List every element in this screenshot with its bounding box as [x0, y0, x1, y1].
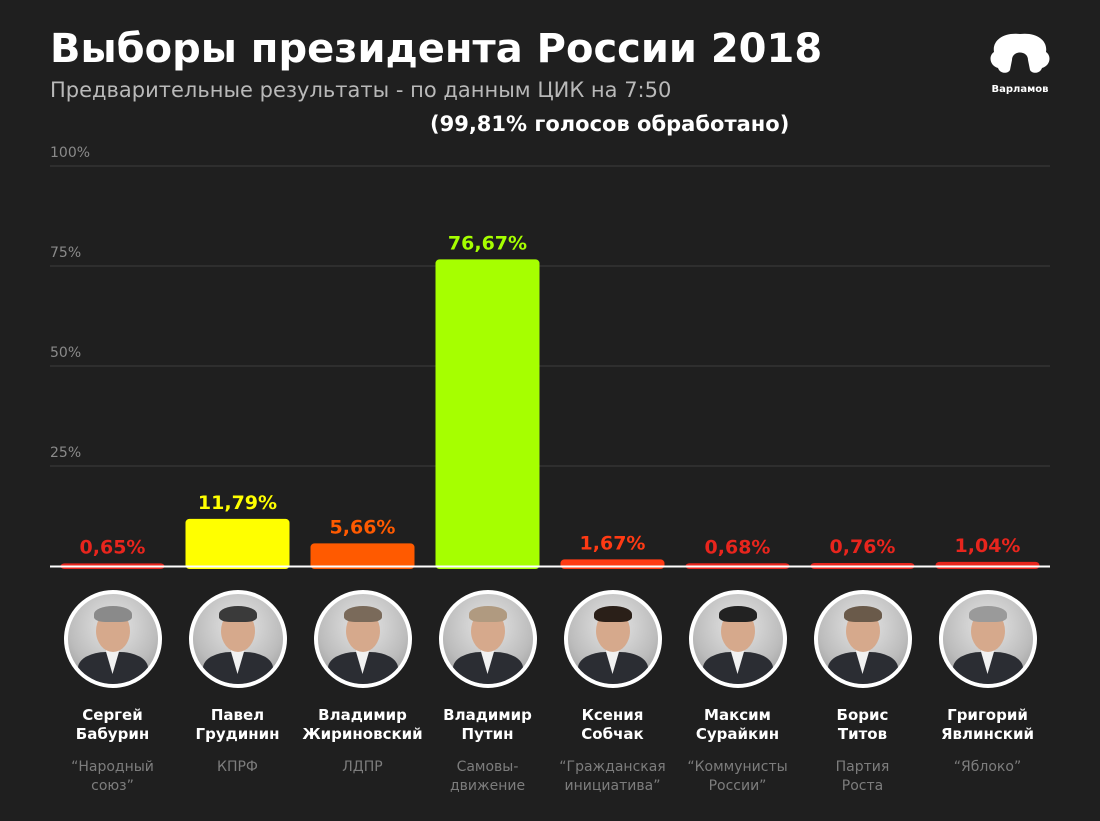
candidate-photo — [563, 590, 662, 688]
logo-label: Варламов — [991, 84, 1049, 95]
candidate-last-name: Титов — [837, 725, 888, 743]
candidate-last-name: Путин — [461, 725, 514, 743]
candidate-first-name: Ксения — [581, 706, 644, 724]
candidate-name: Владимир Жириновский — [301, 706, 425, 744]
processed-note: (99,81% голосов обработано) — [430, 112, 790, 136]
candidate-last-name: Сурайкин — [695, 725, 780, 743]
chart-subtitle: Предварительные результаты - по данным Ц… — [50, 78, 672, 102]
avatar-hair — [718, 606, 757, 622]
candidate-first-name: Владимир — [443, 706, 532, 724]
candidate-party: ЛДПР — [301, 758, 425, 777]
chart-title: Выборы президента России 2018 — [50, 26, 823, 72]
value-label: 0,76% — [830, 536, 896, 558]
candidate-first-name: Борис — [836, 706, 889, 724]
party-line-1: Самовы- — [456, 759, 519, 775]
avatar-hair — [93, 606, 132, 622]
party-line-1: Партия — [835, 759, 890, 775]
avatar-hair — [343, 606, 382, 622]
afro-logo-icon — [990, 33, 1050, 73]
party-line-1: “Коммунисты — [687, 759, 788, 775]
candidate-card: Ксения Собчак “Гражданская инициатива” — [551, 590, 675, 796]
bar-chart: 100% 75% 50% 25% 0,65% 11,79% 5,66% 76,67% 1,67… — [50, 145, 1050, 569]
candidate-name: Борис Титов — [801, 706, 925, 744]
avatar-hair — [468, 606, 507, 622]
avatar-hair — [593, 606, 632, 622]
candidate-card: Владимир Жириновский ЛДПР — [301, 590, 425, 777]
candidate-card: Григорий Явлинский “Яблоко” — [926, 590, 1050, 777]
candidate-photo — [938, 590, 1037, 688]
candidate-party: “Народный союз” — [51, 758, 175, 796]
candidate-name: Григорий Явлинский — [926, 706, 1050, 744]
candidate-party: “Гражданская инициатива” — [551, 758, 675, 796]
bar — [185, 518, 290, 569]
party-line-2: Роста — [841, 778, 884, 794]
party-line-1: “Гражданская — [559, 759, 666, 775]
y-tick-label: 75% — [50, 245, 81, 261]
bar — [310, 543, 415, 569]
candidate-first-name: Сергей — [82, 706, 143, 724]
y-tick-label: 100% — [50, 145, 90, 161]
avatar-hair — [843, 606, 882, 622]
value-label: 0,68% — [705, 536, 771, 558]
candidate-last-name: Собчак — [581, 725, 644, 743]
candidate-name: Ксения Собчак — [551, 706, 675, 744]
candidate-card: Владимир Путин Самовы-движение — [426, 590, 550, 796]
value-label: 1,04% — [955, 535, 1021, 557]
party-line-1: “Яблоко” — [953, 759, 1022, 775]
candidate-first-name: Максим — [704, 706, 771, 724]
party-line-2: инициатива” — [564, 778, 661, 794]
candidate-photo — [438, 590, 537, 688]
varlamov-logo: Варламов — [982, 30, 1058, 100]
bar — [435, 259, 540, 569]
candidate-name: Павел Грудинин — [176, 706, 300, 744]
party-line-1: “Народный — [71, 759, 154, 775]
bar — [560, 559, 665, 569]
candidate-last-name: Бабурин — [75, 725, 150, 743]
avatar-hair — [968, 606, 1007, 622]
candidate-photo — [688, 590, 787, 688]
value-label: 5,66% — [330, 516, 396, 538]
candidate-last-name: Жириновский — [302, 725, 423, 743]
candidate-photo — [813, 590, 912, 688]
value-label: 76,67% — [448, 232, 527, 254]
candidate-party: “Коммунисты России” — [676, 758, 800, 796]
candidate-name: Владимир Путин — [426, 706, 550, 744]
candidate-name: Максим Сурайкин — [676, 706, 800, 744]
candidate-card: Борис Титов Партия Роста — [801, 590, 925, 796]
candidate-party: Самовы-движение — [426, 758, 550, 796]
value-label: 1,67% — [580, 532, 646, 554]
party-line-1: ЛДПР — [342, 759, 383, 775]
bar — [935, 561, 1040, 569]
candidate-first-name: Григорий — [947, 706, 1028, 724]
party-line-2: России” — [708, 778, 767, 794]
candidate-card: Сергей Бабурин “Народный союз” — [51, 590, 175, 796]
candidate-last-name: Грудинин — [195, 725, 280, 743]
value-label: 0,65% — [80, 536, 146, 558]
candidate-photo — [188, 590, 287, 688]
candidate-party: “Яблоко” — [926, 758, 1050, 777]
bars — [60, 259, 1040, 569]
y-tick-label: 50% — [50, 345, 81, 361]
party-line-2: движение — [449, 778, 526, 794]
candidate-name: Сергей Бабурин — [51, 706, 175, 744]
party-line-1: КПРФ — [217, 759, 258, 775]
y-tick-label: 25% — [50, 445, 81, 461]
candidate-card: Максим Сурайкин “Коммунисты России” — [676, 590, 800, 796]
candidate-photo — [313, 590, 412, 688]
candidate-party: КПРФ — [176, 758, 300, 777]
candidate-last-name: Явлинский — [941, 725, 1034, 743]
candidate-card: Павел Грудинин КПРФ — [176, 590, 300, 777]
candidate-first-name: Владимир — [318, 706, 407, 724]
avatar-hair — [218, 606, 257, 622]
candidate-photo — [63, 590, 162, 688]
gridlines: 100% 75% 50% 25% — [50, 145, 1050, 467]
party-line-2: союз” — [91, 778, 134, 794]
candidate-first-name: Павел — [210, 706, 265, 724]
value-label: 11,79% — [198, 492, 277, 514]
candidate-party: Партия Роста — [801, 758, 925, 796]
value-labels: 0,65% 11,79% 5,66% 76,67% 1,67% 0,68% 0,76% 1,0… — [80, 232, 1021, 558]
